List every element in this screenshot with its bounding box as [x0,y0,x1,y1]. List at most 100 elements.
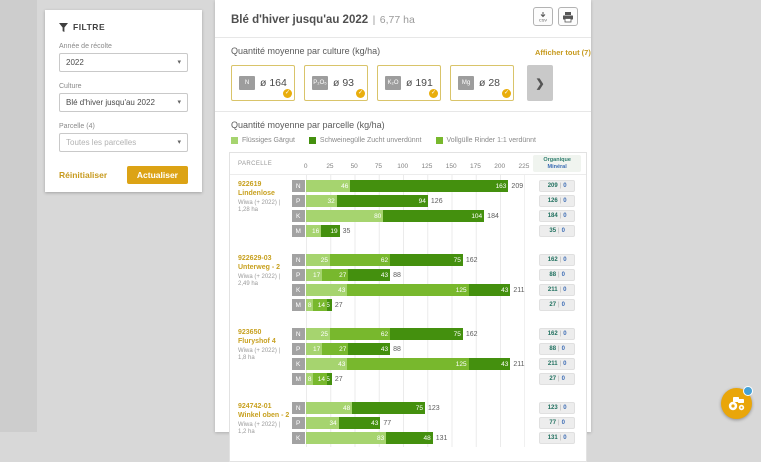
bar-total-value: 88 [393,346,401,353]
bar-total-value: 162 [466,331,478,338]
bar-segment-value: 75 [454,331,463,338]
bar-total-value: 77 [383,420,391,427]
bar-segment-value: 80 [374,213,383,220]
bar-segment-value: 75 [416,405,425,412]
axis-tick-label: 50 [351,163,358,170]
legend-label: Vollgülle Rinder 1:1 verdünnt [447,137,537,144]
bar-segment-value: 17 [313,272,322,279]
value-separator: | [558,346,560,352]
csv-export-button[interactable]: CSV [533,7,553,26]
bar-segment: 43 [306,284,348,296]
culture-select[interactable]: Blé d'hiver jusqu'au 2022 [59,93,188,112]
funnel-icon [59,23,68,32]
value-separator: | [558,302,560,308]
bar-segment: 125 [347,358,468,370]
parcel-id: 922629-03 [238,255,290,264]
nutrient-row-badge: K [292,432,305,444]
parcel-select[interactable]: Toutes les parcelles [59,133,188,152]
print-button[interactable] [558,7,578,26]
chart-legend: Flüssiges Gärgut Schweinegülle Zucht unv… [231,137,575,144]
organic-mineral-cell: 162|0 [539,254,575,266]
value-separator: | [560,331,562,337]
title-separator: | [373,14,376,26]
nutrient-row-badge: P [292,195,305,207]
cards-scroll-right-button[interactable] [527,65,553,101]
bar-segment: 8 [306,299,314,311]
bar-total-value: 209 [511,183,523,190]
assistant-fab-button[interactable] [721,388,752,419]
organic-mineral-cell: 88|0 [539,269,575,281]
organic-value: 27 [549,302,556,308]
bar-segment-value: 83 [377,435,386,442]
nutrient-card-n[interactable]: N ø 164 [231,65,295,101]
mineral-value: 0 [563,435,566,441]
value-separator: | [560,213,562,219]
nutrient-card-mg[interactable]: Mg ø 28 [450,65,514,101]
axis-tick-label: 150 [446,163,457,170]
organic-value: 211 [548,287,558,293]
bar-segment: 62 [330,328,390,340]
bar-segment: 34 [306,417,339,429]
nutrient-row-badge: P [292,269,305,281]
selected-check-icon [283,89,292,98]
parcel-meta: Wiwa (+ 2022) | 1,28 ha [238,200,290,216]
parcel-id: 923650 [238,329,290,338]
legend-swatch [309,137,316,144]
bar-segment: 75 [390,328,463,340]
bar-segment: 94 [337,195,428,207]
bar-total-value: 126 [431,198,443,205]
bar-segment: 80 [306,210,384,222]
parcel-select-placeholder: Toutes les parcelles [66,138,136,147]
legend-swatch [436,137,443,144]
apply-button[interactable]: Actualiser [127,166,188,184]
organic-mineral-cell: 123|0 [539,402,575,414]
bar-segment-value: 5 [327,302,332,309]
bar-segment: 75 [390,254,463,266]
mineral-value: 0 [562,272,565,278]
bar-segment: 19 [321,225,339,237]
value-separator: | [558,272,560,278]
mineral-value: 0 [563,213,566,219]
legend-label: Flüssiges Gärgut [242,137,295,144]
value-separator: | [558,228,560,234]
bar-segment: 16 [306,225,322,237]
bar-total-value: 211 [513,287,524,294]
organic-mineral-cell: 162|0 [539,328,575,340]
bar-segment: 14 [313,299,327,311]
bar-segment-value: 27 [339,272,348,279]
organic-value: 27 [549,376,556,382]
nutrient-card-k2o[interactable]: K₂O ø 191 [377,65,441,101]
nutrient-average-value: ø 28 [479,77,500,89]
harvest-year-select[interactable]: 2022 [59,53,188,72]
bar-segment-value: 14 [318,302,327,309]
parcel-name: Unterweg - 2 [238,264,290,273]
bar-segment-value: 94 [419,198,428,205]
selected-check-icon [502,89,511,98]
nutrient-card-p2o5[interactable]: P₂O₅ ø 93 [304,65,368,101]
show-all-link[interactable]: Afficher tout (7) [535,48,591,57]
axis-tick-label: 200 [494,163,505,170]
bar-total-value: 88 [393,272,401,279]
bar-total-value: 27 [335,302,343,309]
nutrient-badge: N [239,76,255,90]
bar-segment: 75 [352,402,425,414]
culture-section-title: Quantité moyenne par culture (kg/ha) [231,46,575,56]
reset-button[interactable]: Réinitialiser [59,170,107,180]
bar-segment: 43 [469,284,511,296]
